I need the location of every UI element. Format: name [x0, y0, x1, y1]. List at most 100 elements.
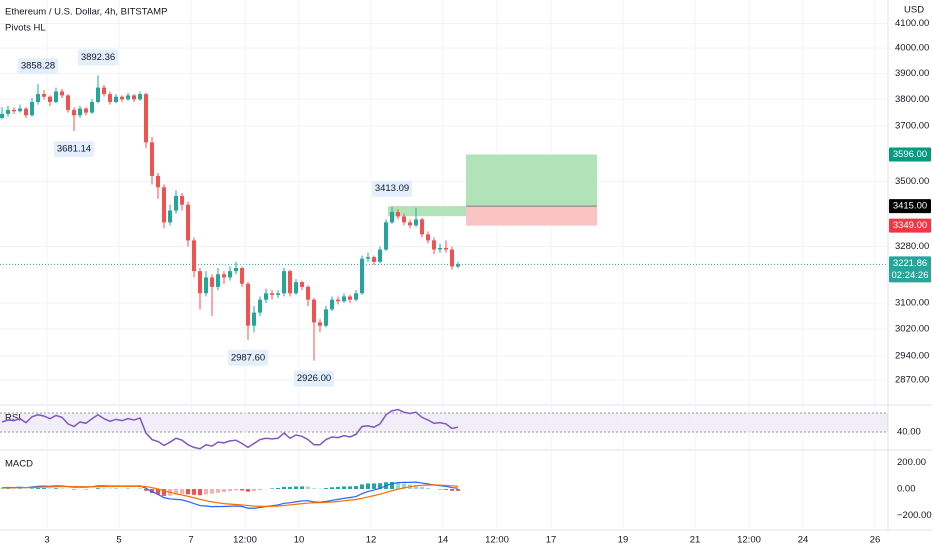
candle-body [354, 293, 358, 300]
x-tick-label: 10 [294, 535, 305, 546]
candle-body [228, 271, 232, 278]
macd-histogram-bar [276, 487, 280, 490]
candle-body [24, 108, 28, 116]
macd-histogram-bar [240, 489, 244, 491]
macd-histogram-bar [294, 486, 298, 490]
candle-body [90, 101, 94, 113]
candle-body [150, 142, 154, 176]
macd-histogram-bar [54, 488, 58, 490]
macd-histogram-bar [420, 486, 424, 490]
candle-body [324, 309, 328, 326]
macd-histogram-bar [456, 489, 460, 491]
pivot-label: 3892.36 [81, 52, 115, 63]
y-tick-label: 3020.00 [895, 324, 929, 335]
y-tick-label: 3800.00 [895, 94, 929, 105]
target-price-label: 3596.00 [893, 149, 927, 160]
position-target-zone [466, 154, 597, 207]
pane-title: MACD [5, 459, 33, 470]
candle-body [126, 95, 130, 100]
macd-histogram-bar [312, 488, 316, 490]
y-tick-label: 3700.00 [895, 121, 929, 132]
candle-body [216, 274, 220, 287]
candle-body [384, 222, 388, 250]
candle-body [42, 94, 46, 97]
candle-body [204, 277, 208, 294]
candle-body [54, 91, 58, 102]
macd-histogram-bar [30, 488, 34, 490]
macd-histogram-bar [36, 488, 40, 490]
macd-histogram-bar [234, 489, 238, 491]
macd-histogram-bar [204, 489, 208, 495]
macd-histogram-bar [450, 489, 454, 491]
x-tick-label: 12:00 [737, 535, 761, 546]
pivot-label: 2987.60 [231, 352, 265, 363]
x-tick-label: 12:00 [485, 535, 509, 546]
macd-histogram-bar [342, 486, 346, 490]
candle-body [210, 277, 214, 287]
y-tick-label: −200.00 [897, 510, 932, 521]
last-price-box [889, 256, 931, 283]
signal-line [1, 484, 459, 507]
candle-body [336, 299, 340, 302]
macd-histogram-bar [354, 486, 358, 490]
candle-body [36, 94, 40, 102]
macd-histogram-bar [360, 484, 364, 490]
x-tick-label: 12:00 [233, 535, 257, 546]
macd-histogram-bar [162, 489, 166, 496]
last-price-label: 3221.86 [893, 258, 927, 269]
pivot-label-box [18, 58, 58, 75]
macd-histogram-bar [102, 488, 106, 490]
y-tick-label: 200.00 [897, 457, 926, 468]
x-tick-label: 7 [188, 535, 193, 546]
candle-body [120, 96, 124, 100]
candle-body [138, 94, 142, 100]
macd-histogram-bar [252, 489, 256, 492]
x-tick-label: 14 [438, 535, 449, 546]
candle-body [444, 247, 448, 250]
candle-body [246, 283, 250, 326]
y-tick-label: 2940.00 [895, 350, 929, 361]
pivot-label-box [54, 141, 94, 158]
pivot-label: 3681.14 [57, 144, 91, 155]
y-tick-label: 0.00 [897, 484, 916, 495]
candle-body [276, 293, 280, 295]
candle-body [432, 240, 436, 250]
macd-histogram-bar [258, 489, 262, 491]
pivot-label-box [372, 180, 412, 197]
candle-body [402, 216, 406, 223]
candle-body [240, 268, 244, 284]
stop-price-label-box [889, 218, 931, 233]
candle-body [12, 109, 16, 112]
x-tick-label: 3 [44, 535, 49, 546]
candle-body [84, 108, 88, 113]
macd-histogram-bar [390, 481, 394, 490]
x-tick-label: 24 [798, 535, 809, 546]
macd-histogram-bar [270, 488, 274, 490]
candle-body [306, 286, 310, 300]
candle-body [186, 204, 190, 241]
macd-histogram-bar [300, 486, 304, 490]
macd-histogram-bar [222, 489, 226, 492]
candle-body [180, 195, 184, 205]
macd-histogram-bar [228, 489, 232, 492]
candle-body [198, 271, 202, 294]
macd-histogram-bar [402, 483, 406, 490]
candle-body [300, 282, 304, 287]
macd-histogram-bar [282, 486, 286, 490]
macd-histogram-bar [210, 489, 214, 494]
candle-body [18, 108, 22, 112]
candle-body [438, 247, 442, 250]
entry-price-label-box [889, 199, 931, 214]
candle-body [78, 108, 82, 116]
macd-histogram-bar [324, 488, 328, 490]
macd-histogram-bar [438, 489, 442, 490]
macd-histogram-bar [306, 486, 310, 490]
pivot-label-box [228, 349, 268, 366]
candle-body [366, 257, 370, 259]
candle-body [114, 96, 118, 102]
macd-histogram-bar [72, 489, 76, 490]
y-tick-label: 3100.00 [895, 297, 929, 308]
candle-body [162, 187, 166, 223]
pivot-label: 3413.09 [375, 183, 409, 194]
